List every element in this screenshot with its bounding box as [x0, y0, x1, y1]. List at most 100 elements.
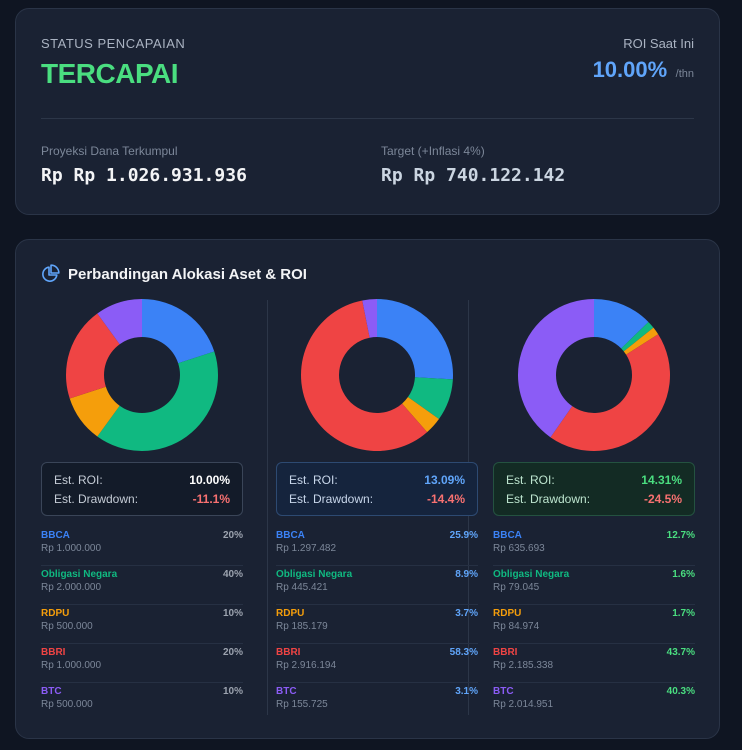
asset-name: Obligasi Negara — [493, 569, 570, 580]
donut-slice-rdpu — [623, 327, 659, 355]
asset-amount: Rp 1.297.482 — [276, 543, 337, 554]
asset-name: RDPU — [276, 608, 305, 619]
donut-slice-obligasi-negara — [407, 377, 453, 420]
asset-percent: 40% — [222, 569, 243, 580]
est-roi-row: Est. ROI: 14.31% — [506, 473, 682, 487]
asset-name: BBCA — [493, 530, 522, 541]
status-label: STATUS PENCAPAIAN — [41, 36, 186, 51]
asset-name: BTC — [493, 686, 514, 697]
donut-slice-bbri — [301, 300, 428, 451]
est-drawdown-value: -24.5% — [643, 492, 682, 506]
projection-value: Rp Rp 1.026.931.936 — [41, 165, 247, 186]
donut-slice-rdpu — [402, 397, 439, 433]
list-item: BTC Rp 155.725 3.1% — [276, 683, 478, 722]
asset-amount: Rp 500.000 — [41, 621, 93, 632]
projection-label: Proyeksi Dana Terkumpul — [41, 144, 178, 158]
allocation-donut-chart — [518, 299, 670, 451]
list-item: BTC Rp 2.014.951 40.3% — [493, 683, 695, 722]
asset-name: BBRI — [41, 647, 66, 658]
allocation-header: Perbandingan Alokasi Aset & ROI — [40, 264, 307, 284]
donut-slice-btc — [362, 299, 377, 338]
asset-list: BBCA Rp 1.000.000 20% Obligasi Negara Rp 2.0… — [41, 527, 243, 722]
est-drawdown-value: -14.4% — [426, 492, 465, 506]
est-drawdown-label: Est. Drawdown: — [54, 492, 139, 506]
asset-name: Obligasi Negara — [276, 569, 353, 580]
asset-percent: 25.9% — [449, 530, 478, 541]
donut-slice-bbca — [142, 299, 215, 364]
asset-percent: 1.7% — [672, 608, 695, 619]
asset-name: BTC — [276, 686, 297, 697]
list-item: Obligasi Negara Rp 445.421 8.9% — [276, 566, 478, 605]
donut-slice-bbri — [550, 334, 670, 451]
stats-box: Est. ROI: 10.00% Est. Drawdown: -11.1% — [41, 462, 243, 516]
asset-percent: 43.7% — [666, 647, 695, 658]
donut-slice-bbca — [377, 299, 453, 380]
asset-percent: 8.9% — [455, 569, 478, 580]
allocation-donut-chart — [66, 299, 218, 451]
stats-box: Est. ROI: 14.31% Est. Drawdown: -24.5% — [493, 462, 695, 516]
asset-amount: Rp 2.916.194 — [276, 660, 337, 671]
list-item: Obligasi Negara Rp 2.000.000 40% — [41, 566, 243, 605]
status-value: TERCAPAI — [41, 58, 179, 89]
asset-name: RDPU — [493, 608, 522, 619]
allocation-card: Perbandingan Alokasi Aset & ROI Est. ROI… — [15, 239, 720, 739]
pie-chart-icon — [40, 264, 60, 284]
status-card: STATUS PENCAPAIAN TERCAPAI ROI Saat Ini … — [15, 8, 720, 215]
allocation-donut-chart — [301, 299, 453, 451]
asset-percent: 3.1% — [455, 686, 478, 697]
est-roi-label: Est. ROI: — [54, 473, 103, 487]
donut-slice-bbri — [66, 313, 120, 399]
asset-name: BTC — [41, 686, 62, 697]
asset-name: BBRI — [276, 647, 301, 658]
est-drawdown-value: -11.1% — [192, 492, 230, 506]
asset-percent: 10% — [222, 608, 243, 619]
est-roi-row: Est. ROI: 10.00% — [54, 473, 230, 487]
list-item: BBCA Rp 1.297.482 25.9% — [276, 527, 478, 566]
est-roi-value: 13.09% — [424, 473, 465, 487]
list-item: BBRI Rp 1.000.000 20% — [41, 644, 243, 683]
asset-amount: Rp 155.725 — [276, 699, 328, 710]
column-divider — [267, 300, 268, 715]
asset-percent: 10% — [222, 686, 243, 697]
donut-slice-obligasi-negara — [621, 321, 654, 352]
asset-amount: Rp 84.974 — [493, 621, 540, 632]
asset-amount: Rp 185.179 — [276, 621, 328, 632]
roi-value: 10.00% — [592, 57, 668, 82]
list-item: BBRI Rp 2.185.338 43.7% — [493, 644, 695, 683]
list-item: RDPU Rp 500.000 10% — [41, 605, 243, 644]
list-item: BTC Rp 500.000 10% — [41, 683, 243, 722]
asset-name: BBCA — [41, 530, 70, 541]
asset-amount: Rp 1.000.000 — [41, 660, 102, 671]
est-roi-value: 14.31% — [641, 473, 682, 487]
asset-list: BBCA Rp 635.693 12.7% Obligasi Negara Rp 79.… — [493, 527, 695, 722]
asset-amount: Rp 2.014.951 — [493, 699, 554, 710]
asset-percent: 1.6% — [672, 569, 695, 580]
asset-amount: Rp 79.045 — [493, 582, 540, 593]
asset-amount: Rp 1.000.000 — [41, 543, 102, 554]
donut-slice-obligasi-negara — [97, 351, 218, 451]
asset-percent: 58.3% — [449, 647, 478, 658]
list-item: BBRI Rp 2.916.194 58.3% — [276, 644, 478, 683]
roi-label: ROI Saat Ini — [623, 36, 694, 51]
list-item: BBCA Rp 635.693 12.7% — [493, 527, 695, 566]
asset-name: RDPU — [41, 608, 70, 619]
est-drawdown-label: Est. Drawdown: — [506, 492, 591, 506]
est-roi-value: 10.00% — [189, 473, 230, 487]
asset-amount: Rp 2.000.000 — [41, 582, 102, 593]
asset-percent: 3.7% — [455, 608, 478, 619]
asset-list: BBCA Rp 1.297.482 25.9% Obligasi Negara Rp 4… — [276, 527, 478, 722]
est-drawdown-row: Est. Drawdown: -14.4% — [289, 492, 465, 506]
divider — [41, 118, 694, 119]
asset-percent: 12.7% — [666, 530, 695, 541]
est-drawdown-label: Est. Drawdown: — [289, 492, 374, 506]
donut-slice-btc — [518, 299, 594, 438]
donut-slice-bbca — [594, 299, 649, 349]
asset-amount: Rp 500.000 — [41, 699, 93, 710]
asset-percent: 20% — [222, 530, 243, 541]
list-item: RDPU Rp 185.179 3.7% — [276, 605, 478, 644]
est-drawdown-row: Est. Drawdown: -11.1% — [54, 492, 230, 506]
allocation-title: Perbandingan Alokasi Aset & ROI — [68, 265, 307, 283]
asset-amount: Rp 445.421 — [276, 582, 328, 593]
target-label: Target (+Inflasi 4%) — [381, 144, 485, 158]
asset-percent: 40.3% — [666, 686, 695, 697]
